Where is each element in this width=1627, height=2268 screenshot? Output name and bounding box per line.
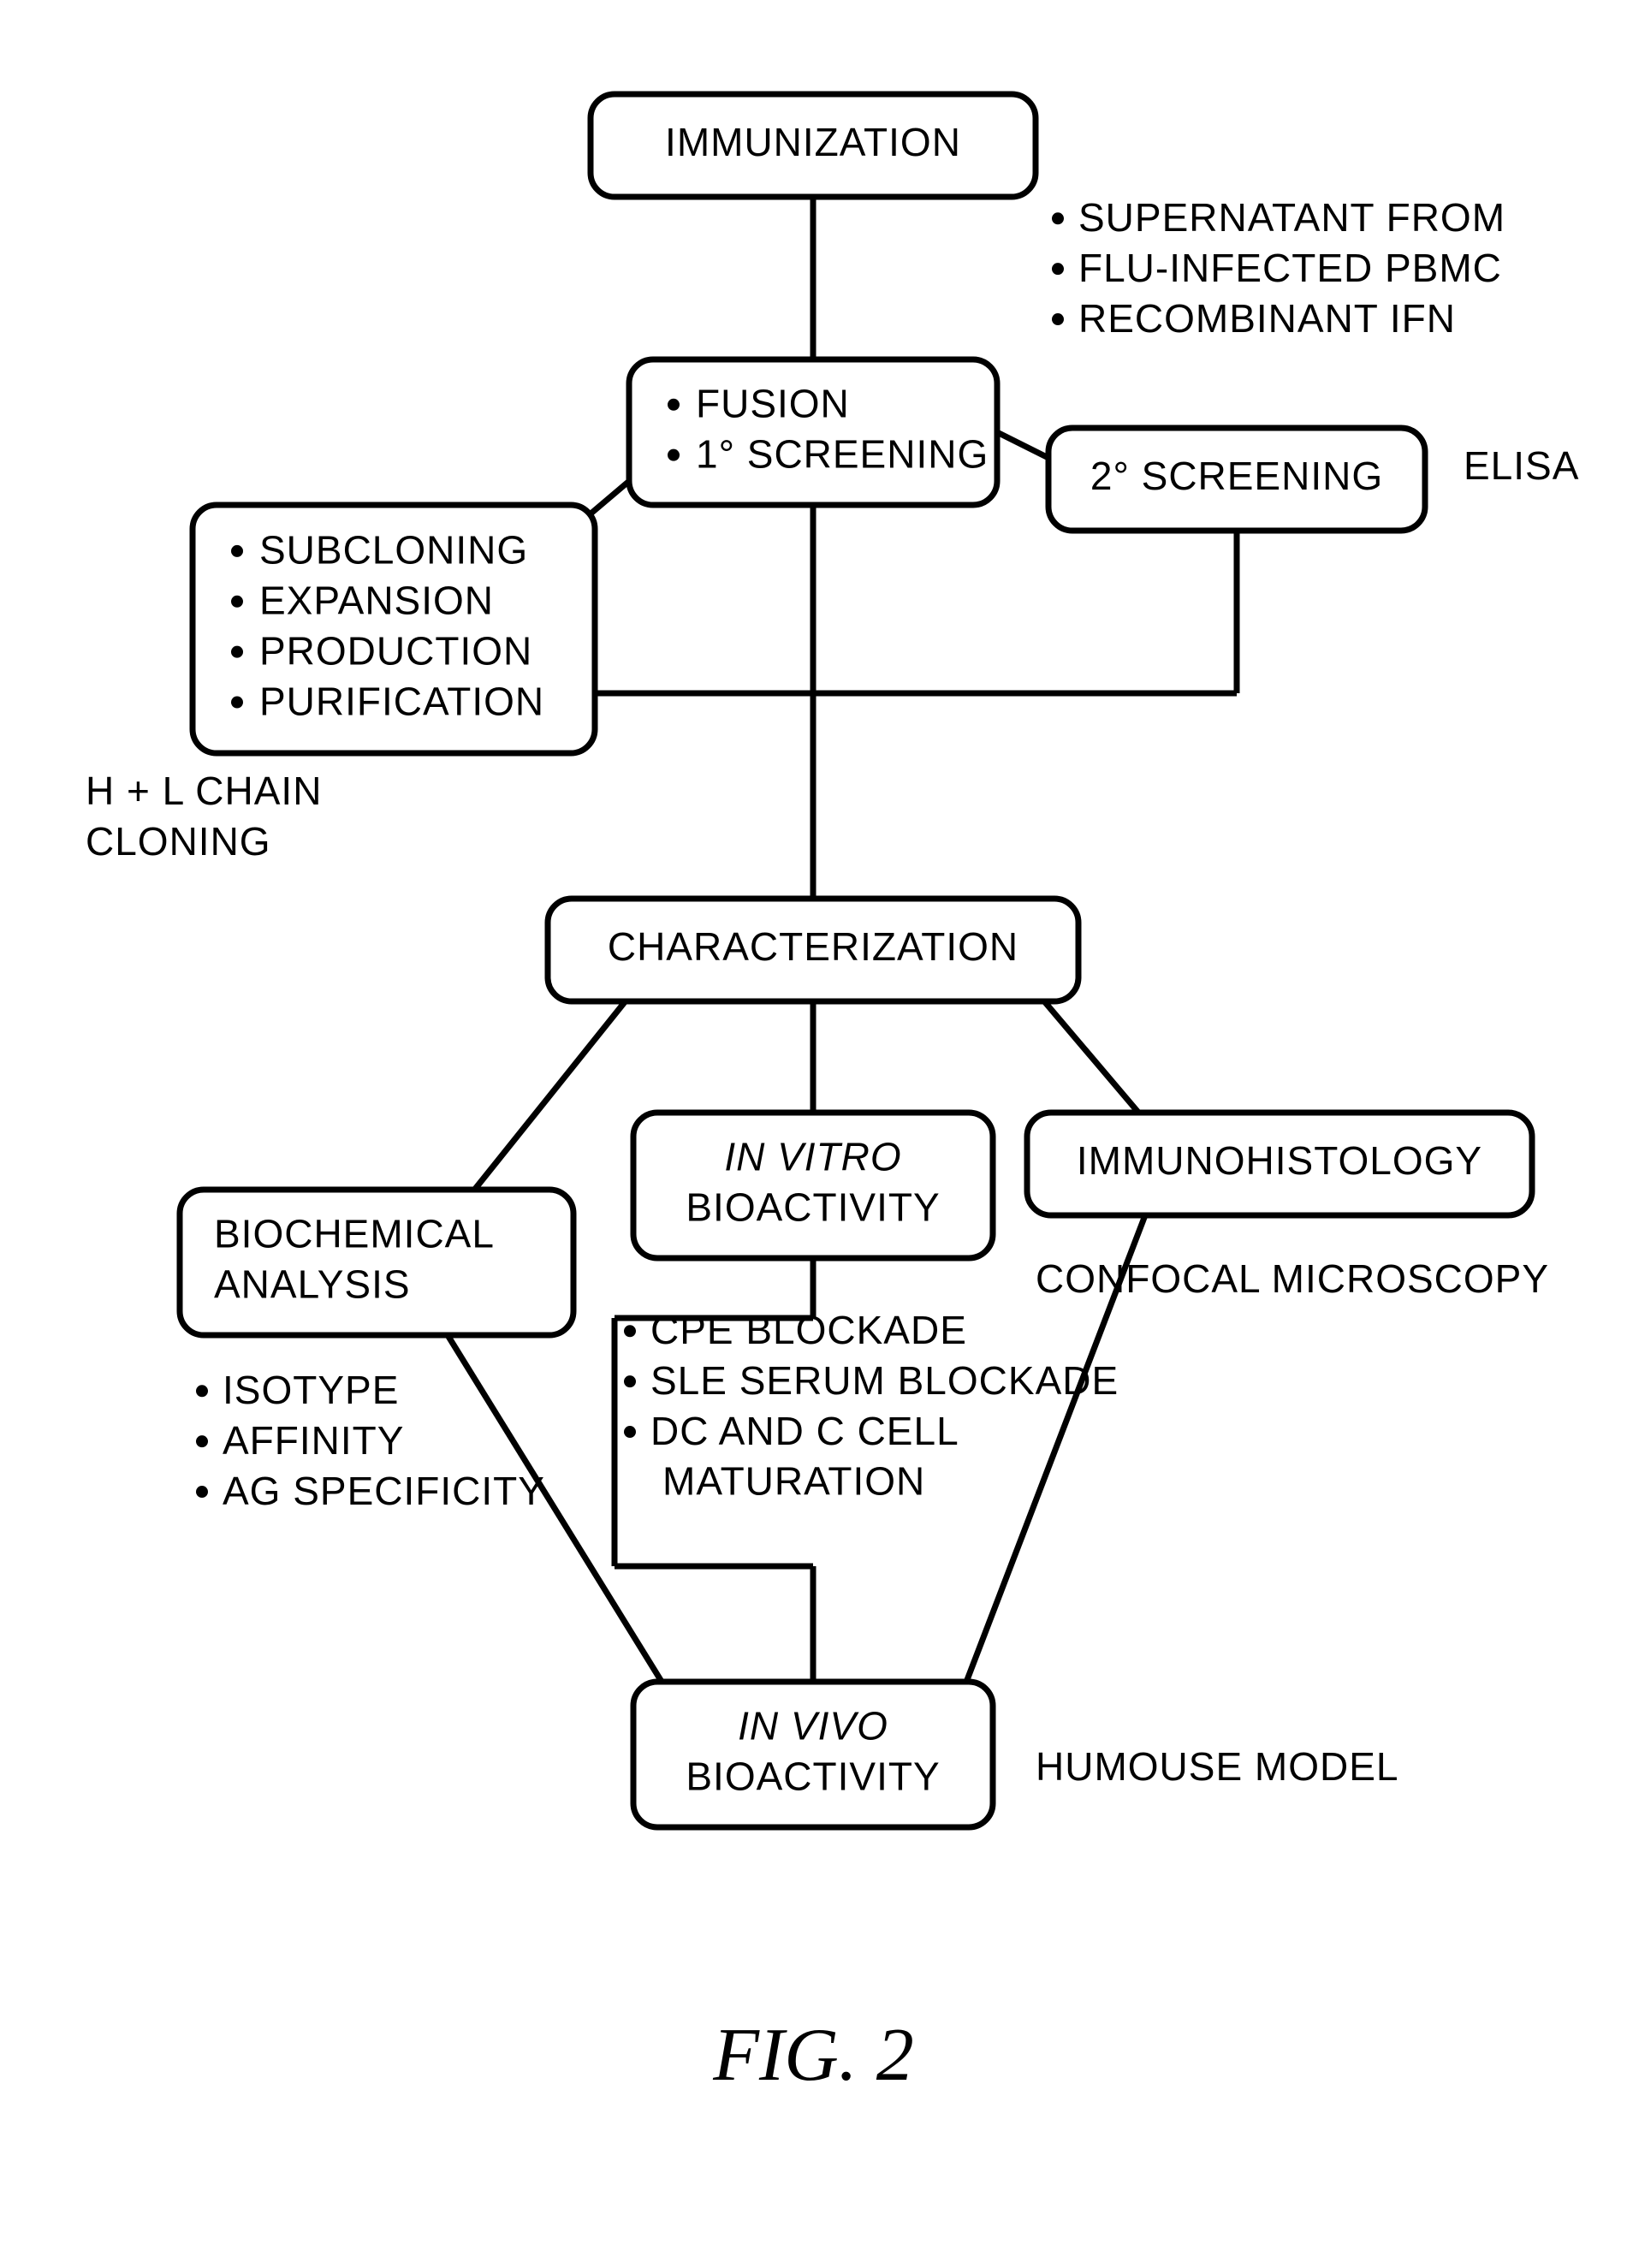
annot-hlchain: H + L CHAIN CLONING [86, 769, 322, 864]
bullet [668, 449, 680, 461]
node-fusion: FUSION 1° SCREENING [629, 359, 997, 505]
bullet [1052, 212, 1064, 224]
node-subcloning-text-0: SUBCLONING [259, 528, 528, 573]
annot-humouse-text-0: HUMOUSE MODEL [1036, 1744, 1398, 1789]
bullet [624, 1325, 636, 1337]
node-biochemical-text-0: BIOCHEMICAL [214, 1212, 495, 1256]
annot-hlchain-text-1: CLONING [86, 819, 271, 864]
node-invitro: IN VITRO BIOACTIVITY [633, 1113, 993, 1258]
node-characterization-text-0: CHARACTERIZATION [608, 924, 1018, 969]
bullet [231, 646, 243, 658]
annot-cpe-text-3: MATURATION [662, 1459, 925, 1504]
edge [472, 986, 638, 1192]
node-subcloning: SUBCLONING EXPANSION PRODUCTION PURIFICATIO… [193, 505, 595, 753]
node-fusion-text-0: FUSION [696, 382, 850, 426]
node-subcloning-text-2: PRODUCTION [259, 628, 532, 673]
annot-isotype: ISOTYPE AFFINITY AG SPECIFICITY [196, 1368, 545, 1513]
bullet [1052, 313, 1064, 325]
node-invivo: IN VIVO BIOACTIVITY [633, 1682, 993, 1827]
annot-elisa: ELISA [1464, 443, 1579, 488]
bullet [231, 697, 243, 709]
annot-cpe-text-2: DC AND C CELL [650, 1409, 959, 1453]
bullet [196, 1385, 208, 1397]
annot-cpe-text-1: SLE SERUM BLOCKADE [650, 1358, 1119, 1403]
annot-supernatant-text-1: FLU-INFECTED PBMC [1078, 246, 1502, 290]
annot-cpe-text-0: CPE BLOCKADE [650, 1308, 967, 1352]
node-subcloning-text-3: PURIFICATION [259, 679, 544, 723]
node-immunization-text-0: IMMUNIZATION [665, 120, 961, 164]
annot-confocal: CONFOCAL MICROSCOPY [1036, 1256, 1549, 1301]
figure-caption: FIG. 2 [712, 2014, 914, 2097]
annot-supernatant-text-0: SUPERNATANT FROM [1078, 195, 1505, 240]
nodes-group: IMMUNIZATION FUSION 1° SCREENING 2° SCREENI… [180, 94, 1532, 1827]
annot-isotype-text-0: ISOTYPE [223, 1368, 399, 1412]
node-invitro-text-0: IN VITRO [724, 1135, 901, 1179]
node-fusion-text-1: 1° SCREENING [696, 431, 989, 476]
node-screening2-text-0: 2° SCREENING [1090, 454, 1383, 498]
node-invivo-text-0: IN VIVO [738, 1704, 888, 1748]
node-invitro-text-1: BIOACTIVITY [686, 1184, 940, 1229]
annot-supernatant: SUPERNATANT FROM FLU-INFECTED PBMC RECOMBI… [1052, 195, 1505, 341]
node-biochemical-text-1: ANALYSIS [214, 1262, 411, 1306]
annot-isotype-text-1: AFFINITY [223, 1418, 404, 1463]
bullet [624, 1426, 636, 1438]
node-screening2: 2° SCREENING [1048, 428, 1425, 531]
annot-humouse: HUMOUSE MODEL [1036, 1744, 1398, 1789]
bullet [1052, 263, 1064, 275]
node-biochemical: BIOCHEMICAL ANALYSIS [180, 1190, 573, 1335]
bullet [231, 545, 243, 557]
node-subcloning-text-1: EXPANSION [259, 579, 494, 623]
annot-elisa-text-0: ELISA [1464, 443, 1579, 488]
node-characterization: CHARACTERIZATION [548, 899, 1078, 1001]
bullet [624, 1375, 636, 1387]
bullet [196, 1486, 208, 1498]
node-immunohistology: IMMUNOHISTOLOGY [1027, 1113, 1532, 1215]
bullet [668, 399, 680, 411]
annot-hlchain-text-0: H + L CHAIN [86, 769, 322, 813]
bullet [231, 596, 243, 608]
node-immunohistology-text-0: IMMUNOHISTOLOGY [1077, 1138, 1482, 1183]
node-immunization: IMMUNIZATION [591, 94, 1036, 197]
annot-confocal-text-0: CONFOCAL MICROSCOPY [1036, 1256, 1549, 1301]
node-invivo-text-1: BIOACTIVITY [686, 1754, 940, 1798]
annot-isotype-text-2: AG SPECIFICITY [223, 1469, 545, 1513]
annot-supernatant-text-2: RECOMBINANT IFN [1078, 296, 1456, 341]
bullet [196, 1435, 208, 1447]
